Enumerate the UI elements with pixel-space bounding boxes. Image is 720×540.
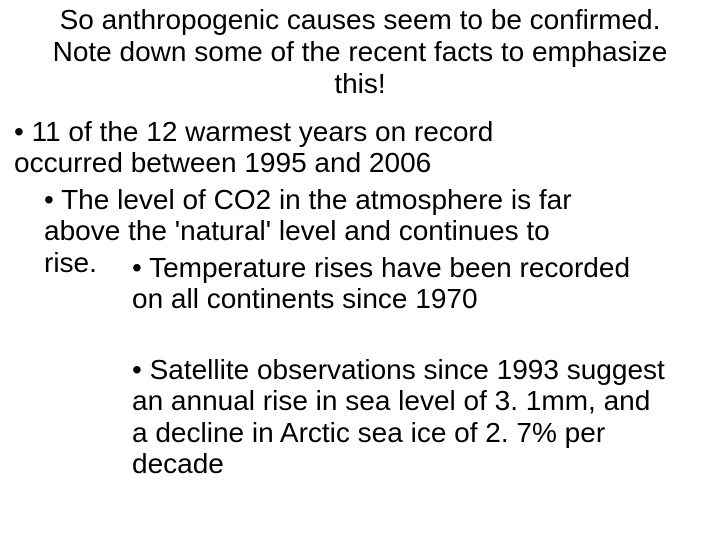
bullet-3: • Temperature rises have been recorded o… [132, 252, 642, 315]
bullet-1: • 11 of the 12 warmest years on record o… [14, 116, 510, 179]
slide-heading: So anthropogenic causes seem to be confi… [40, 4, 680, 101]
bullet-4: • Satellite observations since 1993 sugg… [132, 354, 672, 479]
